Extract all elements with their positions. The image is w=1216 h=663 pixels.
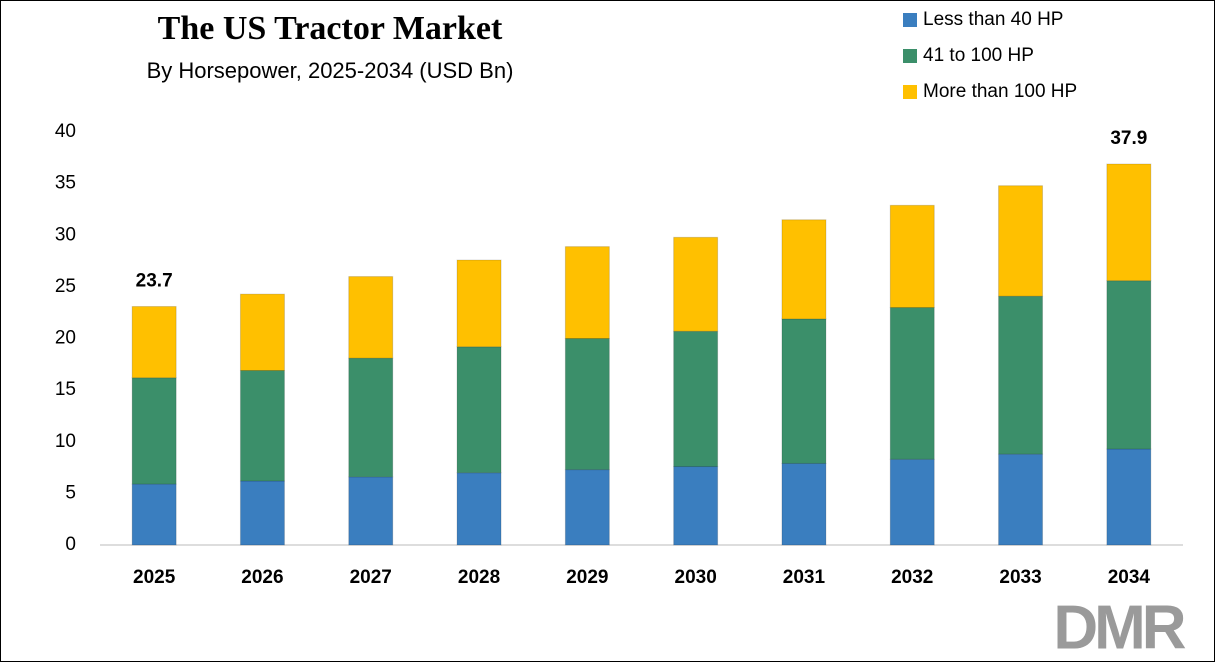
x-tick-label: 2025 [133,567,176,588]
legend-label: 41 to 100 HP [923,45,1034,66]
bar-segment [131,377,177,485]
bar-segment [673,466,719,546]
y-tick-label: 10 [55,431,76,452]
total-label: 37.9 [1110,128,1147,149]
bar-segment [889,204,935,309]
bar-segment [1106,448,1152,546]
bar-segment [781,462,827,546]
bar-segment [239,293,285,372]
x-tick-label: 2033 [999,567,1041,588]
bar-segment [348,276,394,359]
bar-segment [456,472,502,546]
chart-title: The US Tractor Market [158,10,503,47]
logo: DMR [1053,593,1185,662]
bar-segment [998,295,1044,455]
x-tick-label: 2026 [241,567,283,588]
x-tick-label: 2027 [350,567,392,588]
legend-label: Less than 40 HP [923,9,1063,30]
x-tick-label: 2028 [458,567,500,588]
bar-segment [889,458,935,546]
legend-label: More than 100 HP [923,81,1077,102]
x-tick-label: 2030 [675,567,717,588]
x-tick-label: 2029 [566,567,608,588]
legend-swatch [903,85,917,99]
bar-segment [998,185,1044,297]
bar-segment [456,259,502,348]
y-tick-label: 40 [55,121,76,142]
y-tick-label: 25 [55,276,76,297]
bar-segment [1106,280,1152,450]
y-tick-label: 0 [65,534,76,555]
bar-segment [781,318,827,464]
bar-segment [131,483,177,546]
bar-segment [131,305,177,379]
bar-segment [1106,163,1152,282]
bar-segment [889,307,935,460]
bar-segment [239,480,285,546]
bar-segment [348,357,394,478]
total-label: 23.7 [136,271,173,292]
bar-segment [673,236,719,332]
y-tick-label: 30 [55,224,76,245]
x-tick-label: 2032 [891,567,933,588]
bar-segment [456,346,502,474]
bar-segment [998,453,1044,546]
bar-segment [239,370,285,482]
bar-segment [781,219,827,320]
x-tick-label: 2034 [1108,567,1151,588]
legend-swatch [903,49,917,63]
y-tick-label: 5 [65,482,76,503]
bar-segment [348,476,394,546]
bar-segment [564,338,610,471]
legend-swatch [903,13,917,27]
x-tick-label: 2031 [783,567,826,588]
chart-subtitle: By Horsepower, 2025-2034 (USD Bn) [147,58,514,83]
bar-segment [564,469,610,546]
bar-segment [673,330,719,468]
y-tick-label: 15 [55,379,76,400]
y-tick-label: 20 [55,328,76,349]
bar-segment [564,246,610,339]
y-tick-label: 35 [55,173,76,194]
